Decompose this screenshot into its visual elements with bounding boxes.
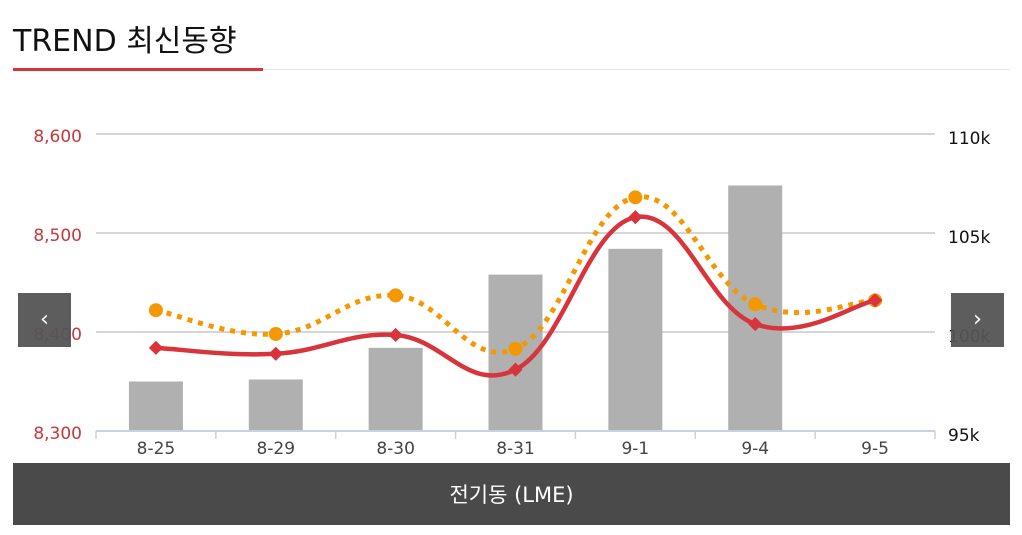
x-tick-label: 8-31 [496,439,535,459]
bar [248,379,303,431]
point-solid [268,346,283,361]
y-left-tick-label: 8,300 [33,424,82,444]
point-solid [628,210,643,225]
header: TREND 최신동향 [0,0,1022,72]
x-tick-label: 8-30 [376,439,415,459]
point-solid [508,362,523,377]
chevron-left-icon: ‹ [40,307,49,332]
point-solid [148,340,163,355]
point-dotted [388,288,403,303]
trend-chart: 8,6008,5008,4008,300110k105k100k95k8-258… [33,127,990,459]
y-right-tick-label: 95k [948,426,980,446]
point-dotted [268,326,283,341]
bar [608,248,663,431]
x-tick-label: 8-25 [137,439,176,459]
point-dotted [748,297,763,312]
next-button[interactable]: › [951,293,1004,347]
chart-caption: 전기동 (LME) [449,483,574,507]
x-tick-label: 9-1 [621,439,649,459]
point-solid [868,293,883,308]
prev-button[interactable]: ‹ [18,293,71,347]
chevron-right-icon: › [973,307,982,332]
header-divider [263,69,1010,70]
point-dotted [508,341,523,356]
x-tick-label: 8-29 [256,439,295,459]
point-solid [388,327,403,343]
x-tick-label: 9-5 [861,439,889,459]
bar [128,381,183,431]
y-left-tick-label: 8,600 [33,127,82,147]
chart-caption-bar: 전기동 (LME) [13,463,1010,525]
y-right-tick-label: 110k [948,129,990,149]
point-dotted [628,190,643,205]
point-solid [748,317,763,332]
page-title: TREND 최신동향 [13,24,237,59]
bar [368,347,423,431]
title-underline [13,68,263,71]
y-left-tick-label: 8,500 [33,226,82,246]
y-right-tick-label: 105k [948,228,990,248]
point-dotted [148,303,163,318]
x-tick-label: 9-4 [741,439,769,459]
